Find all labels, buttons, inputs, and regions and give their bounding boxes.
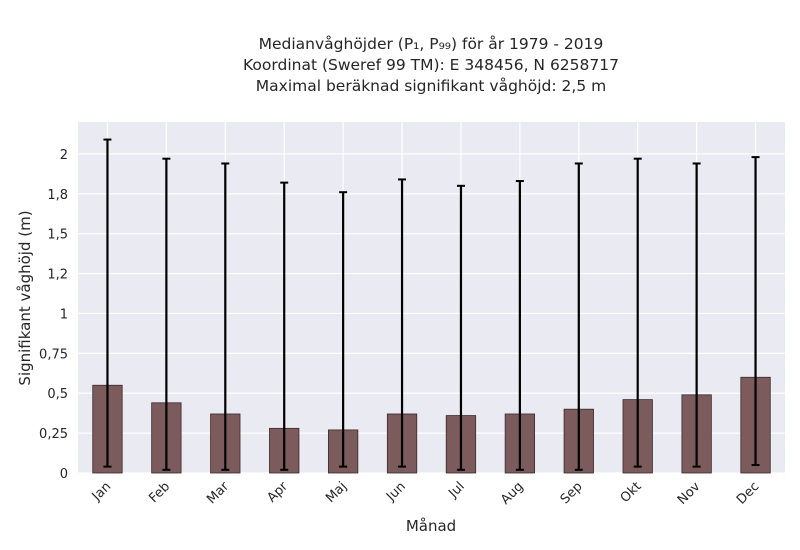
x-tick-label: Jul [445,479,467,501]
y-axis-label: Signifikant våghöjd (m) [16,210,34,385]
x-tick-label: Okt [618,479,645,506]
error-bars [103,138,760,471]
y-tick-label: 1,5 [47,228,68,243]
x-tick-label: Aug [498,479,527,508]
y-tick-labels: 0 0,25 0,5 0,75 1 1,2 1,5 1,8 2 [39,148,68,482]
x-tick-label: Jun [383,479,409,505]
x-tick-label: Apr [265,479,292,506]
x-tick-labels: Jan Feb Mar Apr Maj Jun Jul Aug Sep Okt Nov Dec [89,479,763,508]
x-tick-label: Mar [204,479,232,507]
x-tick-label: Maj [323,479,350,506]
chart-title-line-2: Koordinat (Sweref 99 TM): E 348456, N 62… [243,56,619,74]
y-tick-label: 1,8 [47,188,68,203]
y-tick-label: 0,25 [39,427,68,442]
x-tick-label: Dec [734,479,762,507]
y-tick-label: 1,2 [47,268,68,283]
chart-title-line-3: Maximal beräknad signifikant våghöjd: 2,… [255,77,607,95]
chart-title-line-1: Medianvåghöjder (P₁, P₉₉) för år 1979 - … [258,35,604,53]
y-tick-label: 0 [60,467,68,482]
x-tick-label: Nov [675,479,704,508]
plot-area [78,122,785,473]
x-axis-label: Månad [406,517,456,535]
y-tick-label: 2 [60,148,68,163]
chart-title: Medianvåghöjder (P₁, P₉₉) för år 1979 - … [0,34,800,97]
y-tick-label: 0,75 [39,347,68,362]
x-tick-label: Feb [146,479,173,506]
y-tick-label: 0,5 [47,387,68,402]
x-tick-label: Jan [89,479,114,504]
x-tick-label: Sep [558,479,586,507]
y-tick-label: 1 [60,307,68,322]
